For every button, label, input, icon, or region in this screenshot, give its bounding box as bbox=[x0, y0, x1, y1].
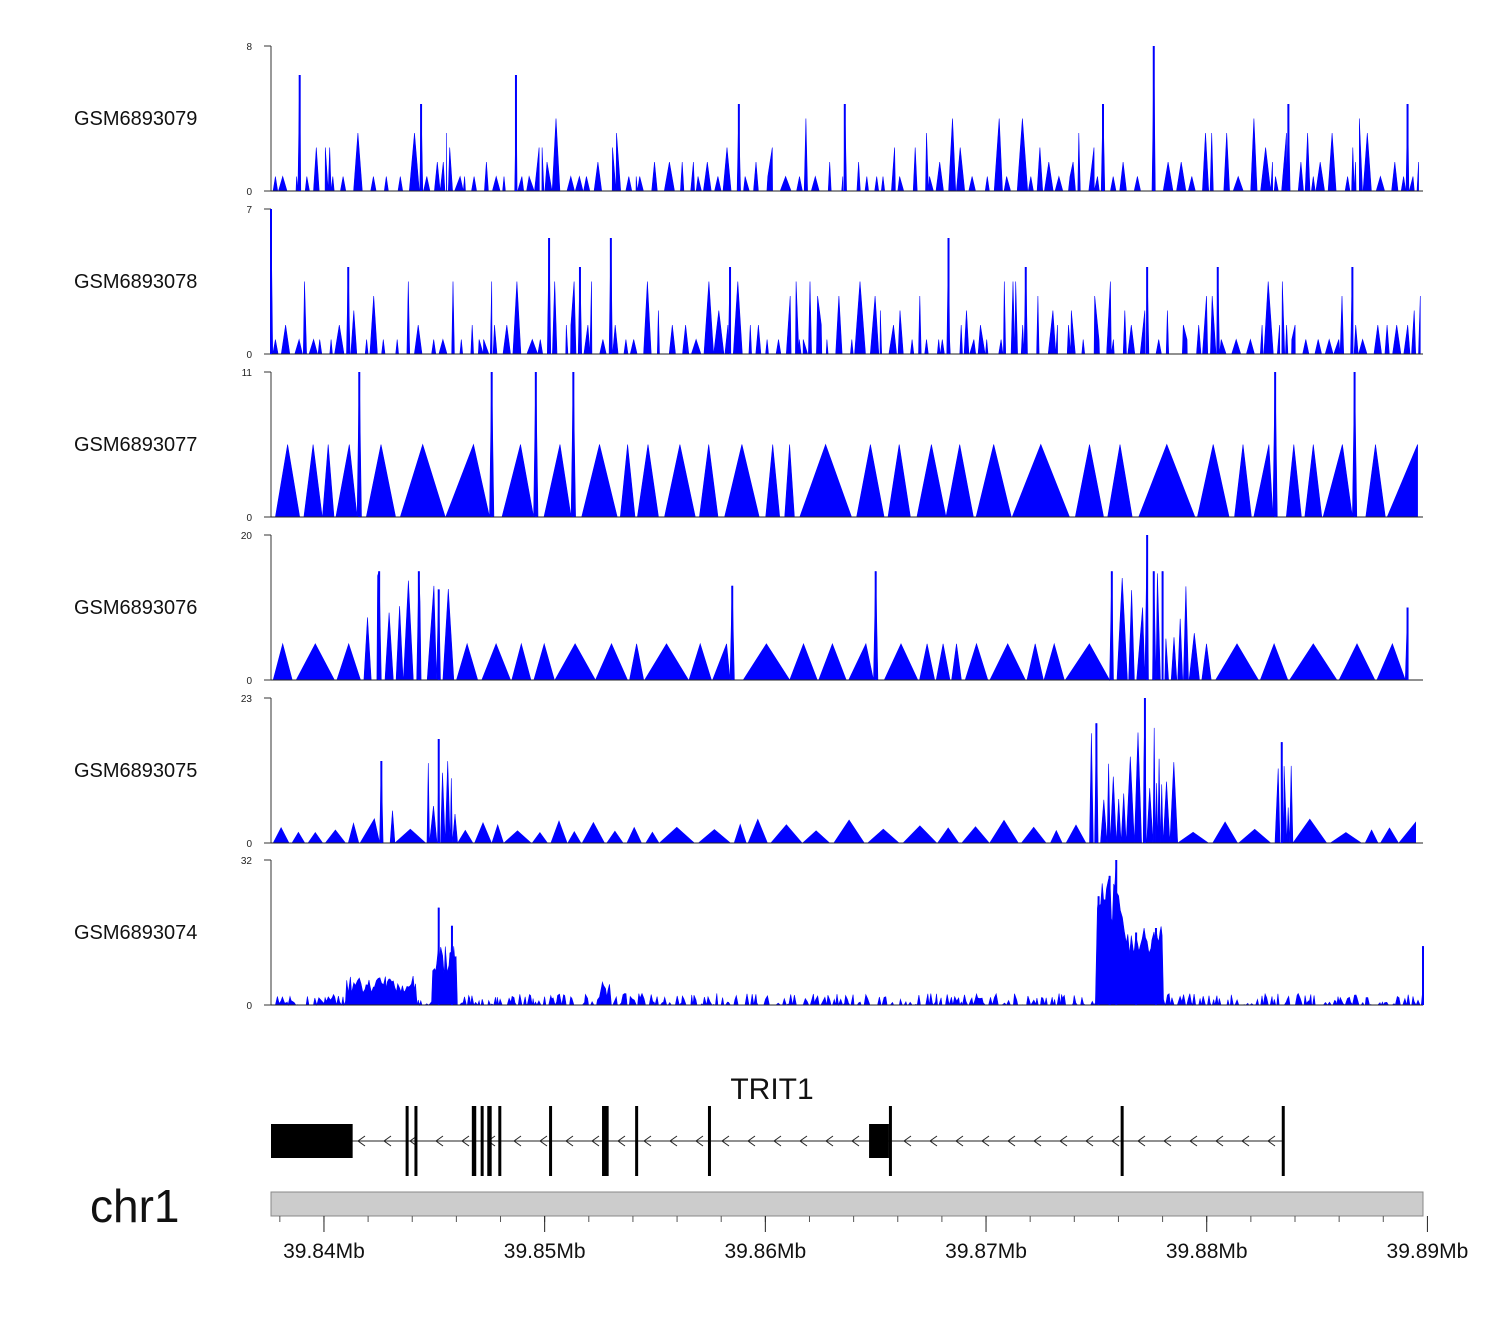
axis-tick-label: 39.88Mb bbox=[1166, 1240, 1248, 1263]
strand-chevron bbox=[981, 1135, 990, 1147]
chromosome-bar bbox=[270, 1191, 1424, 1217]
coverage-area-GSM6893075 bbox=[272, 697, 1416, 844]
strand-chevron bbox=[955, 1135, 964, 1147]
track-name-GSM6893079: GSM6893079 bbox=[74, 108, 197, 130]
track-name-GSM6893078: GSM6893078 bbox=[74, 271, 197, 293]
coverage-track-GSM6893076: 20 0 GSM6893076 bbox=[74, 531, 1423, 687]
strand-chevron bbox=[383, 1135, 392, 1147]
y-min-label: 0 bbox=[246, 513, 252, 524]
coverage-track-GSM6893075: 23 0 GSM6893075 bbox=[74, 694, 1423, 850]
strand-chevron bbox=[851, 1135, 860, 1147]
coverage-track-GSM6893077: 11 0 GSM6893077 bbox=[74, 368, 1423, 524]
exon-cds bbox=[549, 1106, 553, 1176]
y-min-label: 0 bbox=[246, 839, 252, 850]
strand-chevron bbox=[1267, 1135, 1276, 1147]
gene-name-label: TRIT1 bbox=[730, 1073, 813, 1106]
exon-cds bbox=[1281, 1106, 1285, 1176]
axis-tick-label: 39.84Mb bbox=[283, 1240, 365, 1263]
y-min-label: 0 bbox=[246, 676, 252, 687]
track-name-GSM6893076: GSM6893076 bbox=[74, 597, 197, 619]
strand-chevron bbox=[357, 1135, 366, 1147]
strand-chevron bbox=[1215, 1135, 1224, 1147]
exon-utr bbox=[869, 1124, 889, 1158]
exon-utr bbox=[271, 1124, 353, 1158]
strand-chevron bbox=[669, 1135, 678, 1147]
coverage-area-GSM6893074 bbox=[275, 859, 1424, 1007]
exon-cds bbox=[471, 1106, 477, 1176]
coverage-track-GSM6893078: 7 0 GSM6893078 bbox=[74, 205, 1423, 361]
strand-chevron bbox=[1033, 1135, 1042, 1147]
y-min-label: 0 bbox=[246, 187, 252, 198]
track-name-GSM6893077: GSM6893077 bbox=[74, 434, 197, 456]
axis-tick-label: 39.89Mb bbox=[1387, 1240, 1469, 1263]
strand-chevron bbox=[1189, 1135, 1198, 1147]
strand-chevron bbox=[903, 1135, 912, 1147]
coverage-area-GSM6893077 bbox=[275, 371, 1418, 518]
exon-cds bbox=[414, 1106, 418, 1176]
genomic-axis: chr1 39.84Mb 39.85Mb 39.86Mb 39.87Mb 39.88Mb 3… bbox=[90, 1180, 1468, 1263]
y-max-label: 8 bbox=[246, 42, 252, 53]
exon-cds bbox=[888, 1106, 892, 1176]
strand-chevron bbox=[695, 1135, 704, 1147]
strand-chevron bbox=[1163, 1135, 1172, 1147]
strand-chevron bbox=[1007, 1135, 1016, 1147]
strand-chevron bbox=[721, 1135, 730, 1147]
coverage-track-GSM6893074: 32 0 GSM6893074 bbox=[74, 856, 1424, 1012]
exon-cds bbox=[707, 1106, 711, 1176]
axis-tick-label: 39.85Mb bbox=[504, 1240, 586, 1263]
chromosome-label: chr1 bbox=[90, 1180, 179, 1232]
strand-chevron bbox=[825, 1135, 834, 1147]
axis-tick-label: 39.87Mb bbox=[945, 1240, 1027, 1263]
strand-chevron bbox=[461, 1135, 470, 1147]
y-max-label: 23 bbox=[241, 694, 253, 705]
strand-chevron bbox=[773, 1135, 782, 1147]
strand-chevron bbox=[1111, 1135, 1120, 1147]
exon-cds bbox=[498, 1106, 502, 1176]
strand-chevron bbox=[435, 1135, 444, 1147]
coverage-area-GSM6893079 bbox=[272, 45, 1419, 192]
exon-cds bbox=[635, 1106, 639, 1176]
y-max-label: 11 bbox=[242, 368, 253, 379]
exon-cds bbox=[602, 1106, 609, 1176]
coverage-area-GSM6893078 bbox=[270, 208, 1421, 355]
exon-cds bbox=[487, 1106, 492, 1176]
strand-chevron bbox=[1085, 1135, 1094, 1147]
y-max-label: 7 bbox=[246, 205, 252, 216]
strand-chevron bbox=[591, 1135, 600, 1147]
exon-cds bbox=[480, 1106, 484, 1176]
coverage-track-GSM6893079: 8 0 GSM6893079 bbox=[74, 42, 1423, 198]
y-min-label: 0 bbox=[246, 1001, 252, 1012]
y-max-label: 32 bbox=[241, 856, 253, 867]
exon-cds bbox=[405, 1106, 409, 1176]
y-max-label: 20 bbox=[241, 531, 253, 542]
strand-chevron bbox=[1241, 1135, 1250, 1147]
strand-chevron bbox=[799, 1135, 808, 1147]
strand-chevron bbox=[929, 1135, 938, 1147]
strand-chevron bbox=[747, 1135, 756, 1147]
strand-chevron bbox=[643, 1135, 652, 1147]
coverage-area-GSM6893076 bbox=[272, 534, 1413, 682]
exon-cds bbox=[1120, 1106, 1124, 1176]
strand-chevron bbox=[1059, 1135, 1068, 1147]
y-min-label: 0 bbox=[246, 350, 252, 361]
gene-model-TRIT1: TRIT1 bbox=[271, 1073, 1285, 1176]
strand-chevron bbox=[1137, 1135, 1146, 1147]
axis-tick-label: 39.86Mb bbox=[724, 1240, 806, 1263]
strand-chevron bbox=[617, 1135, 626, 1147]
strand-chevron bbox=[513, 1135, 522, 1147]
track-name-GSM6893074: GSM6893074 bbox=[74, 922, 197, 944]
strand-chevron bbox=[539, 1135, 548, 1147]
strand-chevron bbox=[565, 1135, 574, 1147]
track-name-GSM6893075: GSM6893075 bbox=[74, 760, 197, 782]
